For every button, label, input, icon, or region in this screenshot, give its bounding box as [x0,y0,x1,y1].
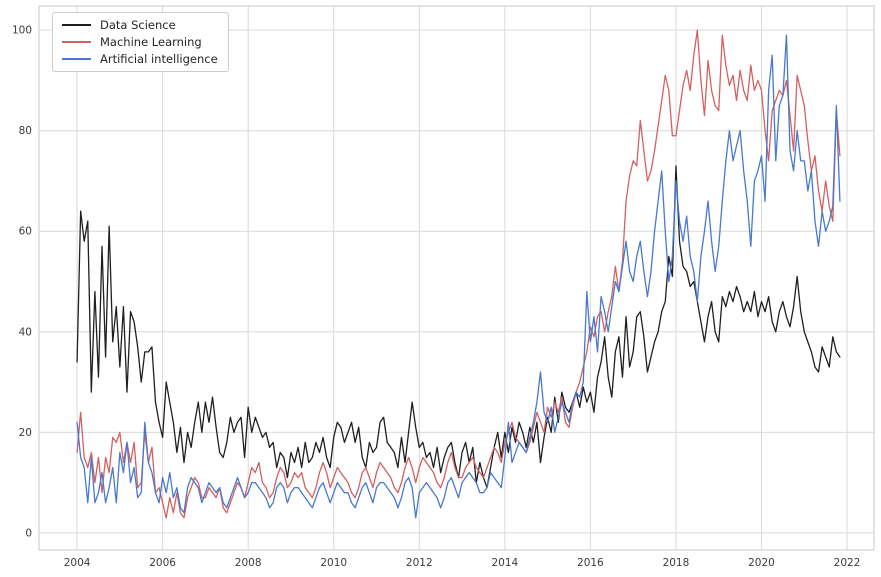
series-line-artificial-intelligence [76,34,841,519]
legend-item-artificial-intelligence: Artificial intelligence [62,52,218,66]
legend-line-swatch-data-science [62,24,91,26]
legend: Data Science Machine Learning Artificial… [52,12,229,72]
legend-item-machine-learning: Machine Learning [62,35,218,49]
legend-item-data-science: Data Science [62,18,218,32]
x-tick-label-2016: 2016 [577,557,604,569]
legend-line-swatch-machine-learning [62,41,91,43]
x-tick-label-2010: 2010 [320,557,347,569]
y-tick-label-60: 60 [19,226,32,238]
y-tick-label-20: 20 [19,427,32,439]
x-tick-label-2022: 2022 [834,557,861,569]
legend-label-machine-learning: Machine Learning [100,35,202,49]
plot-area [39,6,874,550]
x-tick-label-2006: 2006 [149,557,176,569]
y-tick-label-40: 40 [19,326,32,338]
x-tick-label-2012: 2012 [406,557,433,569]
x-tick-label-2018: 2018 [663,557,690,569]
legend-label-data-science: Data Science [100,18,176,32]
legend-line-swatch-artificial-intelligence [62,58,91,60]
plot-border [38,5,875,551]
x-tick-label-2020: 2020 [748,557,775,569]
y-tick-label-100: 100 [12,25,32,37]
legend-label-artificial-intelligence: Artificial intelligence [100,52,218,66]
y-tick-label-0: 0 [25,527,32,539]
y-tick-label-80: 80 [19,125,32,137]
x-tick-label-2004: 2004 [64,557,91,569]
x-tick-label-2014: 2014 [491,557,518,569]
x-tick-label-2008: 2008 [235,557,262,569]
